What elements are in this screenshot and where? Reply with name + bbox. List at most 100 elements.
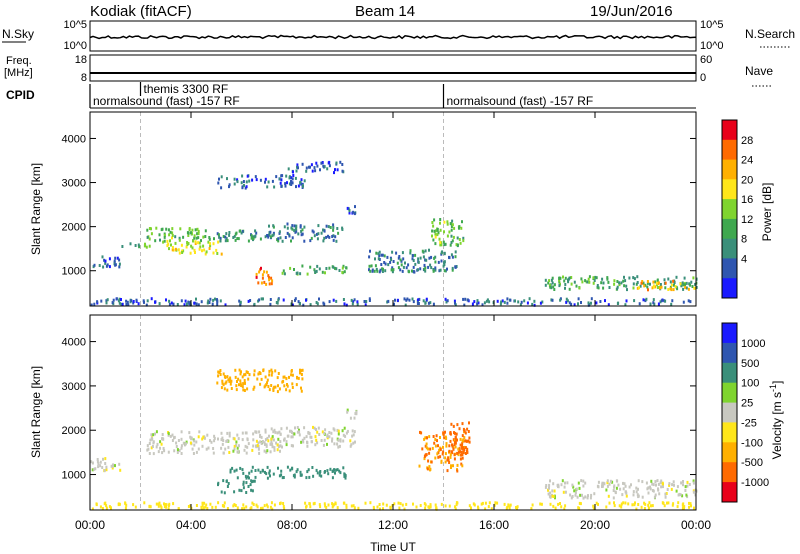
data-cell (299, 224, 302, 228)
data-cell (606, 481, 609, 485)
data-cell (623, 482, 626, 486)
data-cell (595, 301, 598, 305)
data-cell (506, 297, 509, 301)
data-cell (450, 241, 453, 244)
data-cell (559, 298, 562, 302)
data-cell (313, 268, 316, 272)
data-cell (258, 371, 261, 374)
data-cell (239, 302, 242, 306)
data-cell (659, 283, 662, 286)
data-cell (553, 489, 556, 493)
data-cell (193, 301, 196, 305)
data-cell (162, 437, 165, 441)
data-cell (246, 438, 249, 442)
data-cell (325, 235, 328, 239)
data-cell (548, 283, 551, 287)
data-cell (246, 387, 249, 391)
data-cell (552, 482, 555, 486)
data-cell (270, 440, 273, 444)
data-cell (264, 180, 266, 184)
data-cell (236, 476, 239, 480)
data-cell (481, 303, 484, 307)
data-cell (433, 441, 436, 445)
data-cell (623, 275, 625, 279)
data-cell (281, 174, 284, 178)
data-cell (430, 255, 433, 259)
data-cell (638, 302, 641, 306)
data-cell (564, 283, 567, 286)
data-cell (405, 298, 408, 302)
data-cell (241, 431, 244, 435)
data-cell (241, 230, 244, 234)
data-cell (193, 443, 196, 447)
data-cell (564, 286, 566, 290)
data-cell (375, 267, 378, 271)
beam-label: Beam 14 (355, 3, 415, 20)
data-cell (544, 278, 547, 282)
data-cell (168, 299, 171, 303)
data-cell (185, 245, 188, 249)
data-cell (464, 452, 467, 455)
data-cell (250, 236, 253, 240)
data-cell (682, 287, 685, 291)
data-cell (305, 166, 308, 170)
data-cell (214, 297, 216, 301)
data-cell (195, 297, 197, 301)
data-cell (458, 238, 461, 241)
data-cell (101, 255, 104, 259)
data-cell (150, 297, 153, 301)
data-cell (391, 270, 394, 274)
data-cell (238, 299, 241, 303)
data-cell (290, 239, 292, 243)
data-cell (266, 381, 268, 385)
data-cell (238, 383, 240, 387)
data-cell (452, 424, 455, 428)
data-cell (263, 280, 266, 284)
data-cell (245, 370, 248, 374)
data-cell (245, 431, 248, 435)
data-cell (320, 474, 323, 478)
data-cell (397, 266, 400, 270)
data-cell (678, 492, 681, 496)
data-cell (651, 504, 654, 508)
data-cell (316, 430, 319, 434)
data-cell (251, 448, 254, 452)
data-cell (326, 434, 329, 438)
data-cell (297, 166, 299, 170)
data-cell (247, 377, 250, 381)
data-cell (571, 495, 574, 498)
data-cell (315, 428, 317, 431)
data-cell (309, 303, 312, 307)
data-cell (178, 251, 181, 255)
data-cell (243, 373, 246, 377)
data-cell (638, 286, 640, 290)
data-cell (547, 281, 550, 285)
data-cell (257, 441, 260, 445)
data-cell (158, 233, 161, 237)
data-cell (596, 285, 599, 289)
data-cell (285, 174, 288, 178)
data-cell (471, 302, 474, 306)
data-cell (265, 270, 268, 274)
data-cell (506, 505, 509, 509)
data-cell (240, 370, 242, 374)
data-cell (328, 431, 331, 434)
data-cell (237, 237, 240, 241)
data-cell (540, 502, 543, 506)
data-cell (260, 281, 263, 285)
data-cell (129, 242, 132, 246)
data-cell (291, 373, 294, 377)
data-cell (349, 416, 352, 420)
data-cell (637, 487, 639, 491)
data-cell (231, 466, 234, 470)
data-cell (332, 234, 335, 238)
data-cell (315, 232, 318, 236)
data-cell (559, 502, 561, 505)
data-cell (273, 448, 276, 452)
data-cell (273, 503, 276, 507)
data-cell (222, 372, 225, 376)
data-cell (254, 175, 257, 179)
data-cell (167, 507, 170, 511)
data-cell (309, 165, 311, 169)
data-cell (670, 283, 673, 287)
